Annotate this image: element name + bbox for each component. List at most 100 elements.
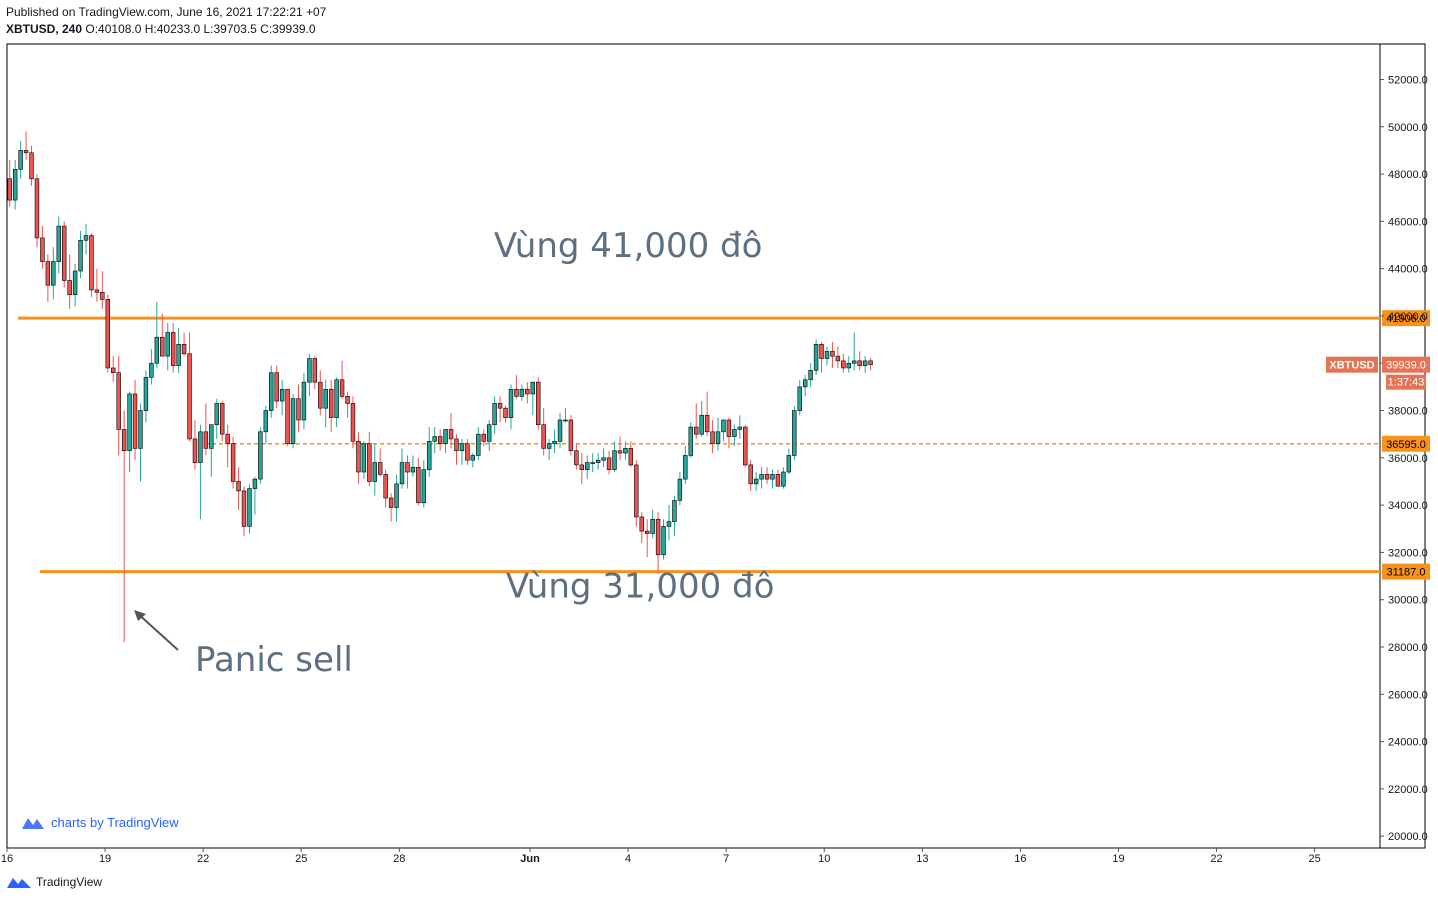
candle-body [116, 372, 121, 430]
candle-body [279, 388, 285, 402]
candle-body [694, 426, 699, 435]
candle-body [470, 455, 476, 461]
countdown-tag [1386, 374, 1426, 390]
candle-body [792, 410, 797, 456]
candle-body [590, 462, 595, 464]
candle-body [699, 414, 704, 435]
candle-body [514, 388, 519, 397]
candle-body [307, 358, 312, 383]
candle-body [541, 424, 546, 449]
candle-body [644, 530, 650, 534]
candle-body [568, 419, 574, 452]
candle-body [546, 443, 552, 449]
candle-body [421, 469, 427, 504]
annotation-arrowhead [134, 610, 146, 621]
candle-body [530, 381, 535, 395]
candle-body [127, 393, 132, 452]
candle-body [356, 440, 361, 473]
candle-body [606, 457, 612, 470]
candle-body [617, 450, 623, 454]
candle-body [519, 388, 525, 397]
candle-body [220, 403, 225, 435]
time-axis: 16 19 22 25 28 Jun 4 7 10 13 16 19 22 25 [1, 848, 1321, 865]
candle-body [764, 474, 770, 480]
symbol-price-tag [1326, 356, 1378, 373]
annotation-text: Panic sell [195, 640, 353, 680]
countdown-label: 1:37:43 [1388, 377, 1425, 389]
candles [7, 131, 873, 643]
candle-body [465, 443, 470, 461]
chart-frame [6, 43, 1426, 849]
candle-body [89, 235, 94, 291]
symbol-tag-label: XBTUSD [1329, 360, 1374, 372]
candle-body [198, 431, 203, 463]
annotations: Vùng 41,000 đô Vùng 31,000 đô Panic sell [134, 226, 774, 680]
candle-body [737, 426, 743, 430]
candle-body [203, 431, 209, 449]
candle-body [410, 466, 416, 473]
candle-body [345, 396, 350, 404]
candle-body [770, 474, 775, 480]
x-tick-label: 13 [916, 853, 928, 865]
candle-body [688, 426, 693, 456]
candle-body [753, 478, 759, 485]
candle-body [486, 424, 492, 442]
candle-body [51, 261, 56, 286]
candle-body [165, 332, 170, 357]
y-tick-label: 22000.0 [1388, 784, 1428, 796]
footer-brand[interactable]: TradingView [36, 875, 103, 889]
candle-body [835, 355, 841, 362]
candle-body [247, 488, 252, 527]
x-tick-label: 25 [295, 853, 307, 865]
candle-body [83, 235, 89, 241]
watermark-text: charts by TradingView [51, 815, 179, 830]
candle-body [732, 429, 737, 437]
candle-body [40, 237, 45, 262]
candle-body [12, 169, 18, 201]
candle-body [508, 388, 514, 418]
candle-body [481, 433, 486, 442]
candle-body [94, 289, 100, 293]
candle-body [258, 431, 263, 480]
candle-body [683, 455, 688, 480]
candle-body [176, 344, 181, 366]
x-tick-label: 28 [393, 853, 405, 865]
candle-body [378, 462, 383, 475]
candle-body [612, 450, 617, 470]
candle-body [748, 464, 753, 485]
candle-body [225, 433, 230, 444]
candle-body [111, 367, 116, 373]
candle-body [394, 483, 399, 508]
candle-body [601, 457, 606, 461]
candle-body [72, 270, 78, 295]
candle-body [585, 462, 590, 470]
candle-body [786, 455, 792, 473]
candle-body [726, 419, 732, 437]
x-tick-label: 22 [197, 853, 209, 865]
footer: TradingView [6, 875, 102, 889]
candle-body [296, 398, 301, 421]
candle-body [677, 478, 683, 501]
candle-body [639, 516, 644, 532]
candle-body [328, 388, 334, 418]
candle-body [525, 388, 530, 395]
level-tag [1382, 435, 1430, 452]
candle-body [437, 436, 443, 444]
candle-body [100, 291, 105, 300]
price-axis: 20000.0 22000.0 24000.0 26000.0 28000.0 30000… [1326, 74, 1430, 843]
candle-body [29, 152, 34, 180]
candle-body [301, 381, 307, 421]
level-label: 31187.0 [1387, 567, 1426, 579]
candle-body [187, 353, 192, 440]
candle-body [274, 372, 279, 402]
candle-body [666, 521, 672, 527]
y-tick-label: 34000.0 [1388, 500, 1428, 512]
candle-body [263, 410, 269, 433]
candle-body [808, 370, 813, 381]
x-tick-label: Jun [520, 853, 540, 865]
candle-body [710, 431, 715, 444]
candle-body [18, 150, 23, 170]
candle-body [45, 261, 51, 286]
last-price-label: 39939.0 [1386, 360, 1426, 372]
